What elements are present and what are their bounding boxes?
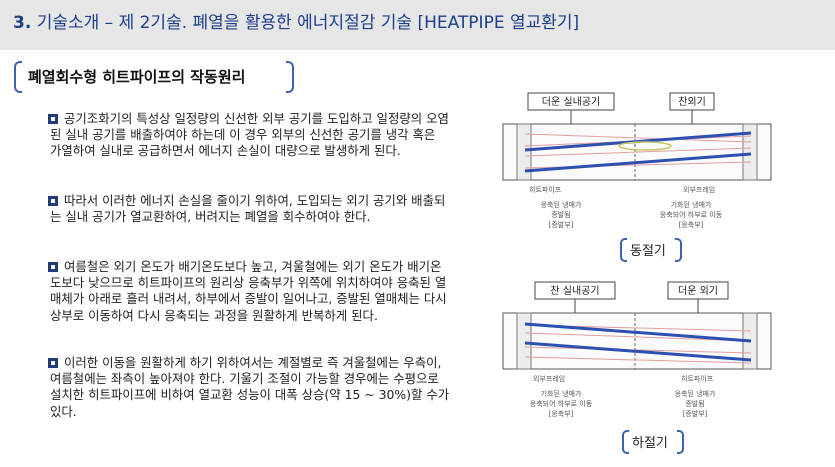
summer-caption: 하절기 — [622, 430, 684, 454]
summer-label-right: 더운 외기 — [678, 285, 718, 297]
winter-note-left: [증발부] — [549, 220, 574, 229]
summer-tag-left: 외부프레임 — [533, 374, 565, 383]
winter-note-right: 기화된 냉매가 — [671, 200, 712, 209]
fin-line — [524, 133, 752, 143]
bullet-icon — [48, 196, 58, 206]
right-bracket — [677, 430, 684, 454]
paragraph-text: 여름철은 외기 온도가 배기온도보다 높고, 겨울철에는 외기 온도가 배기온도… — [50, 259, 447, 323]
winter-tag-left: 히트파이프 — [529, 185, 562, 194]
bullet-icon — [48, 358, 58, 368]
winter-note-right: 응축되어 하부로 이동 — [660, 210, 723, 219]
duct-edge — [516, 312, 532, 370]
winter-note-right: [응축부] — [679, 220, 704, 229]
vapor-marker — [618, 141, 672, 151]
heatpipe-line — [524, 152, 752, 173]
title-text: 기술소개 – 제 2기술. 폐열을 활용한 에너지절감 기술 [HEATPIPE… — [36, 13, 580, 33]
summer-note-right: 증발됨 — [685, 399, 704, 408]
paragraph-text: 이러한 이동을 원활하게 하기 위하여서는 계절별로 즉 겨울철에는 우측이, … — [50, 355, 450, 419]
paragraph-1: 공기조화기의 특성상 일정량의 신선한 외부 공기를 도입하고 일정량의 오염된… — [48, 111, 450, 160]
bullet-icon — [48, 262, 58, 272]
winter-tag-right: 외부프레임 — [683, 185, 715, 194]
left-bracket — [620, 238, 627, 262]
caption-text: 하절기 — [632, 436, 668, 451]
header-bar: 3. 기술소개 – 제 2기술. 폐열을 활용한 에너지절감 기술 [HEATP… — [0, 0, 835, 50]
summer-label-left: 찬 실내공기 — [550, 285, 599, 297]
summer-note-left: 응축되어 하부로 이동 — [530, 399, 593, 408]
heatpipe-line — [524, 341, 752, 362]
summer-diagram: 찬 실내공기 더운 외기 외부프레임 히트파이프 기화된 냉매가 응축되어 하부… — [502, 281, 772, 418]
winter-diagram: 더운 실내공기 찬외기 히트파이프 외부프레임 응축된 냉매가 증발됨 [증발부… — [502, 92, 772, 229]
section-title: 폐열회수형 히트파이프의 작동원리 — [28, 68, 246, 86]
left-bracket — [622, 430, 629, 454]
winter-label-left: 더운 실내공기 — [542, 96, 600, 108]
heatpipe-line — [524, 322, 752, 343]
fin-line — [524, 356, 752, 364]
right-bracket — [675, 238, 682, 262]
section-number: 3. — [13, 13, 32, 33]
paragraph-2: 따라서 이러한 에너지 손실을 줄이기 위하여, 도입되는 외기 공기와 배출되… — [48, 193, 450, 225]
winter-note-left: 증발됨 — [551, 210, 570, 219]
paragraph-text: 공기조화기의 특성상 일정량의 신선한 외부 공기를 도입하고 일정량의 오염된… — [50, 111, 449, 159]
paragraph-3: 여름철은 외기 온도가 배기온도보다 높고, 겨울철에는 외기 온도가 배기온도… — [48, 259, 450, 324]
paragraph-4: 이러한 이동을 원활하게 하기 위하여서는 계절별로 즉 겨울철에는 우측이, … — [48, 355, 450, 420]
winter-caption: 동절기 — [620, 238, 682, 262]
duct-frame — [502, 312, 772, 370]
summer-tag-right: 히트파이프 — [681, 374, 714, 383]
duct-edge — [742, 123, 758, 181]
paragraph-text: 따라서 이러한 에너지 손실을 줄이기 위하여, 도입되는 외기 공기와 배출되… — [50, 193, 446, 225]
page-title: 3. 기술소개 – 제 2기술. 폐열을 활용한 에너지절감 기술 [HEATP… — [13, 8, 579, 33]
bullet-icon — [48, 114, 58, 124]
winter-label-right: 찬외기 — [678, 96, 706, 108]
caption-text: 동절기 — [630, 244, 666, 259]
summer-note-left: [응축부] — [549, 409, 574, 418]
left-bracket — [14, 61, 22, 93]
winter-note-left: 응축된 냉매가 — [541, 200, 582, 209]
duct-edge — [516, 123, 532, 181]
summer-note-right: 응축된 냉매가 — [675, 389, 716, 398]
right-bracket — [286, 61, 294, 93]
summer-note-left: 기화된 냉매가 — [541, 389, 582, 398]
summer-note-right: [증발부] — [683, 409, 708, 418]
fin-line — [524, 147, 752, 157]
